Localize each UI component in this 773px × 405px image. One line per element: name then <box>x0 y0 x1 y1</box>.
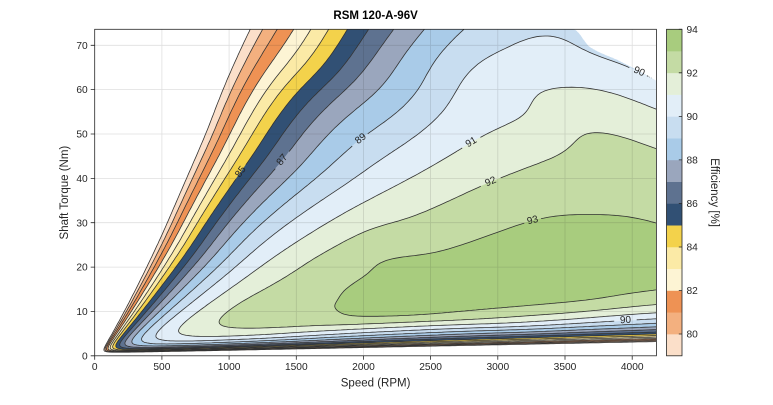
svg-text:Shaft Torque (Nm): Shaft Torque (Nm) <box>59 146 71 240</box>
svg-text:1500: 1500 <box>285 362 308 373</box>
svg-text:92: 92 <box>687 68 699 79</box>
svg-text:80: 80 <box>687 330 699 341</box>
svg-text:2000: 2000 <box>352 362 375 373</box>
svg-text:20: 20 <box>76 263 88 274</box>
svg-text:90: 90 <box>687 112 699 123</box>
svg-text:90: 90 <box>620 315 632 327</box>
svg-text:84: 84 <box>687 243 699 254</box>
svg-text:1000: 1000 <box>218 362 241 373</box>
svg-text:4000: 4000 <box>621 362 644 373</box>
svg-text:91: 91 <box>464 135 480 150</box>
svg-text:3500: 3500 <box>554 362 577 373</box>
svg-text:70: 70 <box>76 41 88 52</box>
svg-text:3000: 3000 <box>486 362 509 373</box>
svg-text:86: 86 <box>687 199 699 210</box>
svg-text:60: 60 <box>76 85 88 96</box>
svg-text:RSM 120-A-96V: RSM 120-A-96V <box>333 10 418 22</box>
svg-text:90: 90 <box>632 65 647 80</box>
svg-text:Speed (RPM): Speed (RPM) <box>341 378 411 390</box>
svg-text:2500: 2500 <box>419 362 442 373</box>
svg-text:82: 82 <box>687 286 699 297</box>
svg-text:Efficiency [%]: Efficiency [%] <box>708 158 720 227</box>
svg-text:94: 94 <box>687 25 699 36</box>
svg-text:30: 30 <box>76 218 88 229</box>
svg-text:40: 40 <box>76 174 88 185</box>
svg-text:10: 10 <box>76 307 88 318</box>
svg-text:500: 500 <box>153 362 170 373</box>
svg-text:88: 88 <box>687 156 699 167</box>
svg-text:0: 0 <box>82 351 88 362</box>
svg-text:0: 0 <box>92 362 98 373</box>
svg-text:92: 92 <box>484 175 499 190</box>
svg-text:93: 93 <box>526 214 540 228</box>
svg-text:50: 50 <box>76 130 88 141</box>
